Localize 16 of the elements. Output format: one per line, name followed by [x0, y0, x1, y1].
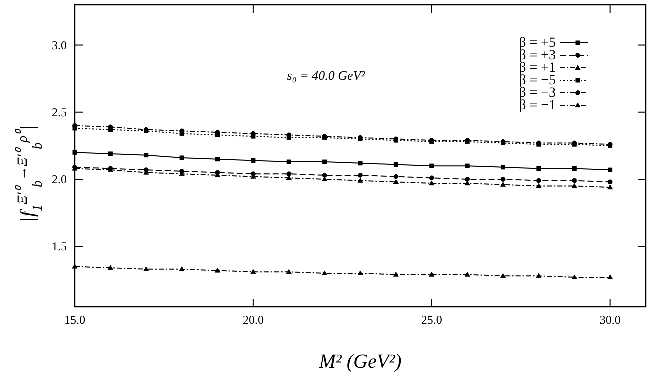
x-tick-label: 20.0	[242, 313, 264, 327]
y-tick-label: 2.5	[52, 105, 67, 120]
annotation: s₀ = 40.0 GeV²	[287, 68, 366, 83]
x-tick-label: 25.0	[421, 313, 442, 327]
y-tick-label: 3.0	[52, 38, 67, 52]
y-tick-label: 2.0	[52, 172, 67, 186]
legend-label: β = +3	[519, 48, 556, 64]
x-axis-title: M² (GeV²)	[318, 351, 402, 373]
legend-label: β = −3	[519, 86, 556, 101]
legend-label: β = −1	[519, 98, 556, 114]
x-tick-label: 15.0	[64, 313, 86, 327]
legend-label: β = +5	[519, 36, 556, 51]
legend-label: β = +1	[519, 61, 556, 76]
x-tick-label: 30.0	[600, 313, 621, 327]
y-tick-label: 1.5	[52, 240, 67, 254]
legend-label: β = −5	[519, 74, 556, 88]
